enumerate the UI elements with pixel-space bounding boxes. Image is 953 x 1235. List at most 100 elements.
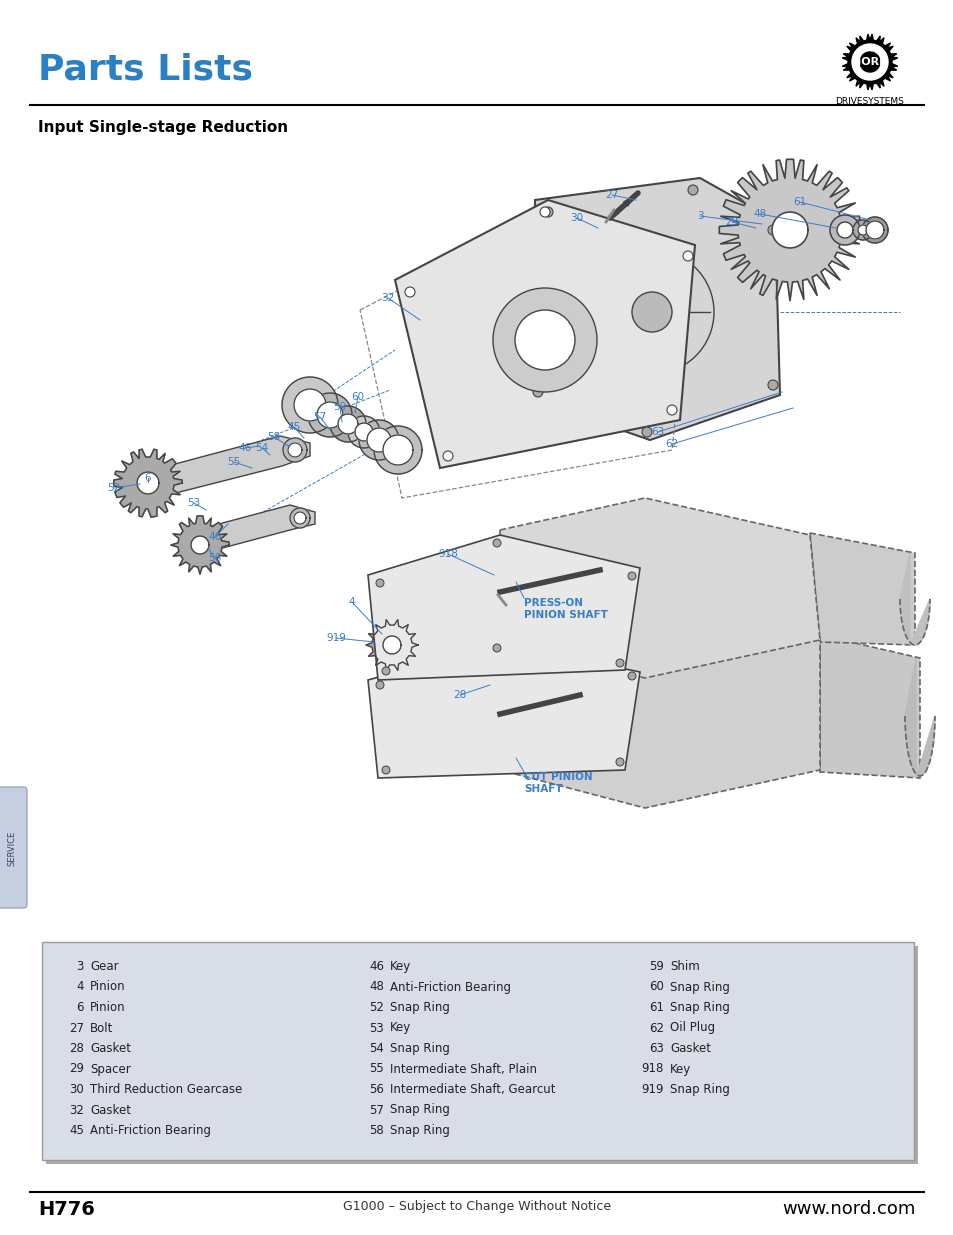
Text: Anti-Friction Bearing: Anti-Friction Bearing <box>390 981 511 993</box>
Text: 60: 60 <box>351 391 364 403</box>
Polygon shape <box>337 414 357 433</box>
Polygon shape <box>857 225 867 235</box>
Polygon shape <box>852 220 872 240</box>
Text: Parts Lists: Parts Lists <box>38 52 253 86</box>
FancyBboxPatch shape <box>42 942 913 1160</box>
Text: 62: 62 <box>664 438 678 450</box>
FancyBboxPatch shape <box>46 946 917 1165</box>
Text: 919: 919 <box>326 634 346 643</box>
Polygon shape <box>330 406 366 442</box>
Text: 53: 53 <box>187 498 200 508</box>
Text: 3: 3 <box>696 211 702 221</box>
Text: Gasket: Gasket <box>669 1042 710 1055</box>
Text: www.nord.com: www.nord.com <box>781 1200 915 1218</box>
Text: Bolt: Bolt <box>90 1021 113 1035</box>
Circle shape <box>375 680 384 689</box>
Circle shape <box>666 405 677 415</box>
Polygon shape <box>865 221 883 240</box>
Text: 46: 46 <box>238 443 252 453</box>
Text: 54: 54 <box>255 443 269 453</box>
Text: 32: 32 <box>381 293 395 303</box>
Text: 58: 58 <box>267 432 280 442</box>
Text: 29: 29 <box>724 217 738 227</box>
Polygon shape <box>316 403 343 429</box>
Text: 54: 54 <box>369 1042 384 1055</box>
Circle shape <box>493 288 597 391</box>
Text: Snap Ring: Snap Ring <box>390 1042 450 1055</box>
Circle shape <box>381 766 390 774</box>
Circle shape <box>493 643 500 652</box>
Text: 52: 52 <box>108 483 120 493</box>
Polygon shape <box>368 643 639 778</box>
Text: Snap Ring: Snap Ring <box>669 1083 729 1095</box>
Polygon shape <box>771 212 807 248</box>
Text: 56: 56 <box>369 1083 384 1095</box>
Text: 63: 63 <box>648 1042 663 1055</box>
Text: 4: 4 <box>76 981 84 993</box>
Text: 58: 58 <box>369 1124 384 1137</box>
Text: G1000 – Subject to Change Without Notice: G1000 – Subject to Change Without Notice <box>342 1200 611 1213</box>
Text: 53: 53 <box>369 1021 384 1035</box>
Text: Key: Key <box>390 960 411 973</box>
Circle shape <box>542 207 553 217</box>
Circle shape <box>539 207 550 217</box>
Circle shape <box>631 291 671 332</box>
Text: Snap Ring: Snap Ring <box>390 1104 450 1116</box>
Circle shape <box>627 672 636 680</box>
Text: 52: 52 <box>369 1002 384 1014</box>
Polygon shape <box>535 178 780 440</box>
Polygon shape <box>288 443 302 457</box>
Text: 45: 45 <box>287 422 300 432</box>
Polygon shape <box>382 435 413 466</box>
Polygon shape <box>348 416 379 448</box>
Circle shape <box>767 380 778 390</box>
Text: 28: 28 <box>69 1042 84 1055</box>
Text: Shim: Shim <box>669 960 699 973</box>
Polygon shape <box>859 52 879 72</box>
Circle shape <box>533 387 542 396</box>
Text: 30: 30 <box>570 212 583 224</box>
Text: CUT PINION
SHAFT: CUT PINION SHAFT <box>523 772 592 794</box>
Polygon shape <box>171 516 229 574</box>
Text: NORD: NORD <box>851 57 887 67</box>
Text: 59: 59 <box>333 403 346 412</box>
Circle shape <box>381 667 390 676</box>
Polygon shape <box>185 505 314 558</box>
Text: 6: 6 <box>76 1002 84 1014</box>
Text: 48: 48 <box>369 981 384 993</box>
Polygon shape <box>851 44 887 80</box>
Text: Pinion: Pinion <box>90 981 126 993</box>
Text: Snap Ring: Snap Ring <box>390 1124 450 1137</box>
Polygon shape <box>137 472 159 494</box>
Text: Snap Ring: Snap Ring <box>669 981 729 993</box>
Polygon shape <box>290 508 310 529</box>
Circle shape <box>682 251 692 261</box>
Circle shape <box>641 427 651 437</box>
Text: 63: 63 <box>651 427 664 437</box>
Circle shape <box>687 185 698 195</box>
Text: 918: 918 <box>437 550 457 559</box>
Circle shape <box>405 287 415 296</box>
Text: 45: 45 <box>69 1124 84 1137</box>
Text: 57: 57 <box>369 1104 384 1116</box>
Polygon shape <box>382 636 400 655</box>
Polygon shape <box>904 658 934 778</box>
Text: 57: 57 <box>313 412 326 422</box>
Text: 3: 3 <box>76 960 84 973</box>
Polygon shape <box>160 436 310 496</box>
Text: 28: 28 <box>453 690 466 700</box>
Text: 61: 61 <box>793 198 806 207</box>
Text: 6: 6 <box>145 473 152 483</box>
Polygon shape <box>355 424 373 441</box>
Text: Intermediate Shaft, Plain: Intermediate Shaft, Plain <box>390 1062 537 1076</box>
Polygon shape <box>113 450 182 517</box>
Text: 59: 59 <box>648 960 663 973</box>
Polygon shape <box>358 420 398 459</box>
Polygon shape <box>368 535 639 680</box>
Text: 46: 46 <box>208 532 221 542</box>
Polygon shape <box>374 426 421 474</box>
Text: 27: 27 <box>605 190 618 200</box>
Text: 30: 30 <box>70 1083 84 1095</box>
Text: H776: H776 <box>38 1200 94 1219</box>
Text: Key: Key <box>390 1021 411 1035</box>
